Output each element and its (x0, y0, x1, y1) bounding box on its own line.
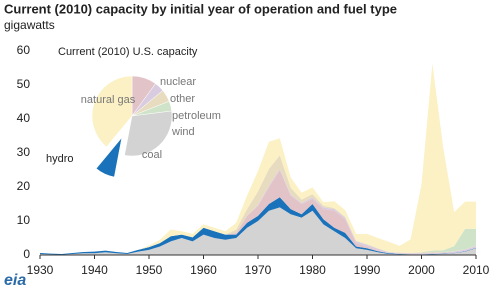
pie-label: petroleum (172, 110, 221, 122)
area (40, 63, 476, 254)
x-tick-label: 1990 (354, 263, 381, 277)
y-tick-label: 10 (17, 213, 31, 227)
pie-label: coal (142, 149, 162, 161)
logo: eia (4, 272, 26, 289)
y-tick-label: 0 (23, 247, 30, 261)
y-tick-label: 20 (17, 179, 31, 193)
area (40, 170, 476, 255)
x-tick-label: 1970 (245, 263, 272, 277)
pie-label: other (170, 93, 195, 105)
pie-label: natural gas (81, 94, 136, 106)
x-tick-label: 1940 (81, 263, 108, 277)
pie-slice (124, 110, 173, 157)
chart-subtitle: gigawatts (4, 18, 55, 32)
x-tick-label: 2010 (463, 263, 490, 277)
x-tick-label: 1950 (136, 263, 163, 277)
pie-title: Current (2010) U.S. capacity (58, 46, 198, 58)
y-tick-label: 30 (17, 145, 31, 159)
area (40, 207, 476, 255)
pie-label: wind (171, 126, 195, 138)
pie-slice (91, 75, 133, 148)
x-tick-label: 1980 (299, 263, 326, 277)
pie-slice (95, 137, 123, 178)
chart-title: Current (2010) capacity by initial year … (4, 1, 397, 16)
area (40, 155, 476, 254)
x-tick-label: 1960 (190, 263, 217, 277)
y-tick-label: 50 (17, 77, 31, 91)
pie-label: nuclear (160, 76, 196, 88)
x-tick-label: 2000 (408, 263, 435, 277)
pie-label: hydro (46, 153, 74, 165)
y-tick-label: 40 (17, 111, 31, 125)
y-tick-label: 60 (17, 43, 31, 57)
x-tick-label: 1930 (27, 263, 54, 277)
